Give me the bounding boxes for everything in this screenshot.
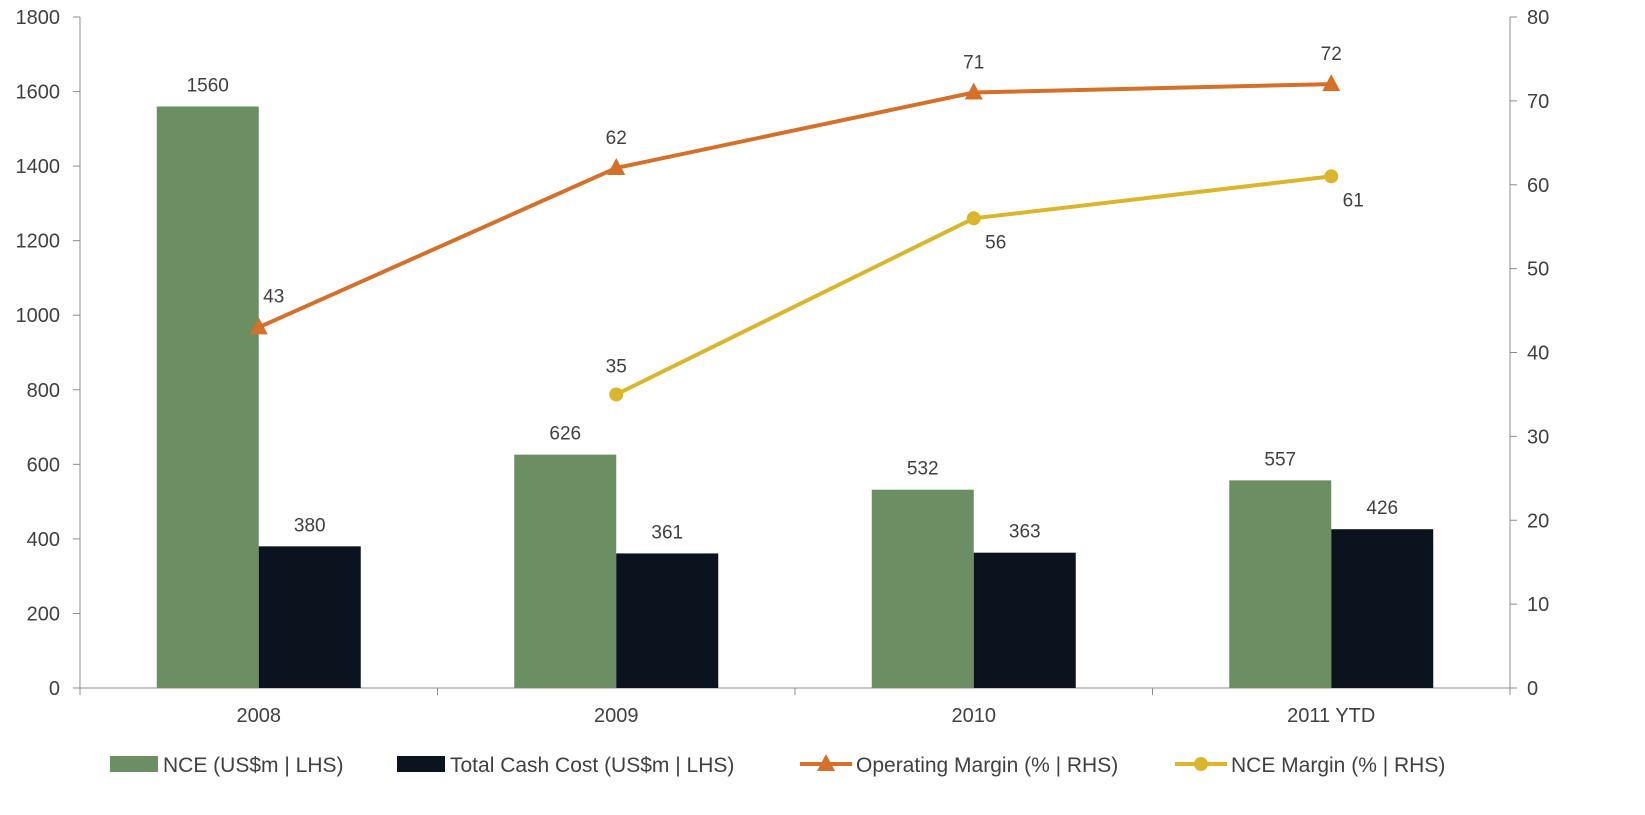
bar-value-label: 532	[907, 459, 939, 480]
y-right-tick-label: 60	[1527, 175, 1549, 197]
line-point-marker	[607, 157, 626, 175]
y-left-tick-label: 0	[49, 678, 60, 700]
legend-item: NCE Margin (% | RHS)	[1175, 754, 1445, 777]
bar	[616, 553, 719, 688]
bar-value-label: 1560	[187, 75, 229, 96]
line-point-marker	[1324, 169, 1339, 184]
bar-value-label: 361	[651, 522, 683, 543]
y-right-tick-label: 30	[1527, 426, 1549, 448]
x-tick-label: 2009	[594, 705, 639, 727]
y-left-tick-label: 1600	[16, 82, 61, 104]
axes: 0 200 400 600 800 1000 1200 1400 1600 1800 0 10 20 30…	[16, 7, 1550, 727]
bar	[1229, 480, 1332, 688]
legend-label: Operating Margin (% | RHS)	[856, 754, 1118, 777]
y-left-tick-label: 1200	[16, 231, 61, 253]
line-value-label: 72	[1321, 44, 1342, 65]
y-right-tick-label: 0	[1527, 678, 1538, 700]
y-right-tick-label: 20	[1527, 510, 1549, 532]
legend-label: NCE (US$m | LHS)	[163, 754, 343, 777]
y-right-tick-label: 40	[1527, 343, 1549, 365]
x-tick-label: 2010	[952, 705, 997, 727]
line-point-marker	[1322, 74, 1341, 92]
series-line	[615, 174, 1332, 397]
legend-label: Total Cash Cost (US$m | LHS)	[450, 754, 734, 777]
line-value-label: 71	[963, 52, 984, 73]
y-right-tick-label: 70	[1527, 91, 1549, 113]
data-labels: 1560 626 532 557 380 361 363 426 43 62 71 72 35 56 61	[187, 44, 1398, 543]
y-left-tick-label: 1800	[16, 7, 61, 29]
line-point-marker	[964, 82, 983, 100]
bar-value-label: 426	[1366, 498, 1398, 519]
line-point-marker	[249, 317, 268, 335]
legend: NCE (US$m | LHS) Total Cash Cost (US$m | …	[110, 754, 1445, 777]
y-right-tick-label: 10	[1527, 594, 1549, 616]
y-left-tick-label: 1000	[16, 305, 61, 327]
legend-swatch	[397, 756, 445, 772]
bar-value-label: 557	[1264, 449, 1296, 470]
bar	[514, 454, 617, 688]
bar	[1331, 529, 1434, 688]
y-left-tick-label: 200	[27, 603, 60, 625]
y-right-tick-label: 80	[1527, 7, 1549, 29]
series-line	[257, 82, 1332, 330]
legend-item: NCE (US$m | LHS)	[110, 754, 343, 777]
y-right-tick-label: 50	[1527, 259, 1549, 281]
legend-label: NCE Margin (% | RHS)	[1231, 754, 1445, 777]
legend-swatch	[110, 756, 158, 772]
line-point-marker	[609, 387, 624, 402]
line-point-marker	[966, 211, 981, 226]
bar-value-label: 626	[549, 424, 581, 445]
lines	[249, 74, 1341, 402]
x-tick-label: 2008	[237, 705, 282, 727]
line-value-label: 56	[985, 232, 1006, 253]
y-left-tick-label: 800	[27, 380, 60, 402]
legend-marker	[817, 754, 835, 771]
bar-value-label: 363	[1009, 522, 1041, 543]
y-left-tick-label: 1400	[16, 156, 61, 178]
bar	[973, 552, 1076, 688]
bars	[156, 106, 1434, 688]
line-value-label: 62	[606, 128, 627, 149]
y-left-tick-label: 600	[27, 454, 60, 476]
line-value-label: 61	[1343, 190, 1364, 211]
bar	[258, 546, 361, 688]
bar	[871, 489, 974, 688]
bar-value-label: 380	[294, 515, 326, 536]
y-left-tick-label: 400	[27, 529, 60, 551]
x-tick-label: 2011 YTD	[1287, 705, 1375, 727]
line-value-label: 43	[263, 286, 284, 307]
legend-item: Operating Margin (% | RHS)	[800, 754, 1118, 777]
legend-marker	[1194, 757, 1208, 771]
line-value-label: 35	[606, 356, 627, 377]
legend-item: Total Cash Cost (US$m | LHS)	[397, 754, 734, 777]
bar	[156, 106, 259, 688]
